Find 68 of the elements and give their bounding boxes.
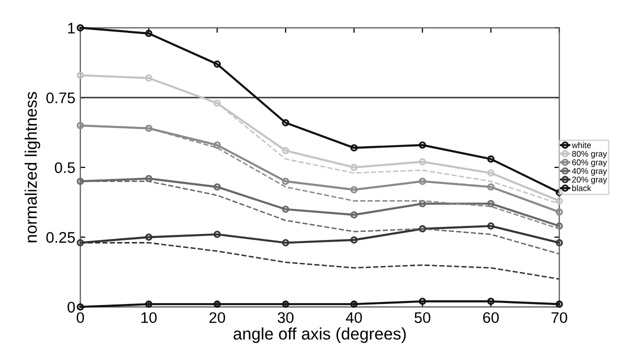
x-tick-label: 10 bbox=[141, 312, 157, 324]
point bbox=[76, 239, 84, 246]
point bbox=[418, 298, 426, 305]
y-tick-label: 0 bbox=[68, 302, 75, 313]
point bbox=[76, 72, 84, 79]
point bbox=[214, 300, 221, 308]
point bbox=[214, 230, 221, 238]
point bbox=[282, 206, 290, 213]
point bbox=[282, 147, 290, 154]
point bbox=[282, 300, 290, 308]
point bbox=[76, 24, 84, 32]
point bbox=[418, 141, 426, 149]
point bbox=[487, 200, 494, 208]
y-tick-label: 1 bbox=[68, 22, 75, 34]
y-axis-title: normalized lightness bbox=[24, 92, 40, 242]
x-tick-label: 50 bbox=[414, 312, 430, 324]
point bbox=[76, 303, 84, 311]
x-tick-label: 30 bbox=[278, 312, 294, 324]
point bbox=[145, 30, 152, 38]
point bbox=[487, 222, 494, 230]
legend-label: 20% gray bbox=[572, 176, 607, 184]
point bbox=[214, 141, 221, 149]
point bbox=[418, 200, 426, 208]
point bbox=[556, 222, 563, 230]
x-tick-label: 60 bbox=[483, 312, 499, 324]
legend-label: white bbox=[572, 142, 591, 148]
point bbox=[556, 300, 563, 308]
point bbox=[350, 300, 358, 308]
point bbox=[487, 183, 494, 191]
legend-label: 60% gray bbox=[572, 159, 607, 167]
point bbox=[76, 122, 84, 130]
point bbox=[556, 239, 563, 246]
point bbox=[487, 155, 494, 163]
point bbox=[556, 197, 563, 204]
point bbox=[350, 186, 358, 194]
x-tick-label: 40 bbox=[346, 312, 362, 324]
point bbox=[350, 164, 358, 171]
point bbox=[76, 178, 84, 185]
legend-label: 80% gray bbox=[572, 150, 607, 158]
x-tick-label: 70 bbox=[552, 312, 568, 324]
legend-label: 40% gray bbox=[572, 168, 607, 176]
point bbox=[556, 208, 563, 216]
point bbox=[282, 119, 290, 126]
point bbox=[214, 183, 221, 191]
point bbox=[145, 234, 152, 241]
point bbox=[145, 174, 152, 182]
point bbox=[282, 239, 290, 246]
point bbox=[487, 169, 494, 177]
point bbox=[214, 60, 221, 68]
point bbox=[214, 100, 221, 107]
y-tick-label: 0.75 bbox=[46, 92, 75, 104]
y-tick-label: 0.5 bbox=[54, 162, 75, 174]
point bbox=[418, 225, 426, 232]
point bbox=[145, 74, 152, 82]
point bbox=[145, 300, 152, 308]
point bbox=[350, 236, 358, 244]
point bbox=[282, 178, 290, 185]
y-tick-label: 0.25 bbox=[46, 232, 75, 243]
point bbox=[350, 144, 358, 152]
point bbox=[350, 211, 358, 218]
x-tick-label: 20 bbox=[209, 312, 226, 324]
point bbox=[418, 178, 426, 185]
x-tick-label: 0 bbox=[76, 312, 84, 324]
x-axis-title: angle off axis (degrees) bbox=[234, 327, 406, 343]
legend-label: black bbox=[572, 185, 592, 192]
point bbox=[145, 124, 152, 132]
point bbox=[418, 158, 426, 166]
point bbox=[487, 298, 494, 305]
